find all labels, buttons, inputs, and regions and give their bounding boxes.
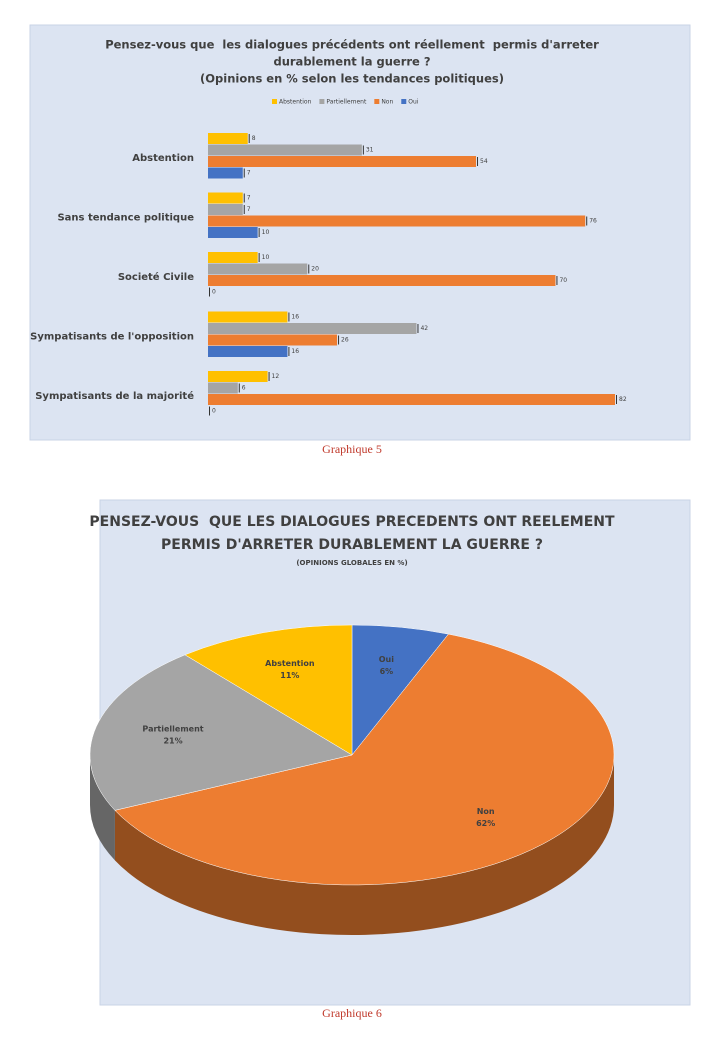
bar — [208, 263, 308, 275]
bar — [208, 323, 417, 334]
data-label: 26 — [341, 337, 349, 344]
category-label: Societé Civile — [118, 271, 194, 283]
legend-label: Oui — [408, 99, 419, 106]
slice-label: Non — [477, 807, 495, 816]
data-label: 7 — [247, 195, 251, 202]
category-label: Sympatisants de l'opposition — [30, 332, 194, 343]
slice — [89, 654, 353, 811]
bar — [208, 215, 586, 227]
bar — [208, 192, 243, 204]
caption: Graphique 6 — [322, 1006, 382, 1020]
data-label: 16 — [291, 314, 299, 321]
legend-swatch — [272, 99, 277, 104]
slice — [114, 633, 615, 886]
data-label: 54 — [480, 158, 488, 165]
bar — [208, 133, 248, 144]
chart-title: PENSEZ-VOUS QUE LES DIALOGUES PRECEDENTS… — [89, 514, 615, 530]
slice-label: Partiellement — [142, 725, 203, 734]
bar — [208, 227, 258, 238]
chart-panel — [29, 24, 691, 441]
slice-value-label: 11% — [280, 671, 299, 680]
bar — [208, 144, 362, 156]
bar — [208, 204, 243, 215]
legend-label: Non — [381, 99, 393, 106]
bar — [208, 167, 243, 179]
slice-label: Oui — [379, 655, 394, 664]
data-label: 76 — [589, 218, 597, 225]
chart-title: Pensez-vous que les dialogues précédents… — [105, 38, 599, 52]
data-label: 10 — [262, 229, 270, 236]
data-label: 20 — [311, 266, 319, 273]
data-label: 12 — [272, 373, 280, 380]
slice-value-label: 6% — [380, 667, 394, 676]
slice — [184, 624, 353, 756]
legend-label: Abstention — [279, 99, 312, 106]
slice-side — [114, 755, 615, 935]
bar — [208, 382, 238, 394]
data-label: 7 — [247, 206, 251, 213]
category-label: Sympatisants de la majorité — [35, 390, 194, 402]
bar — [208, 394, 615, 405]
bar — [208, 252, 258, 263]
data-label: 8 — [252, 135, 256, 142]
data-label: 10 — [262, 254, 270, 261]
chart-subtitle: (Opinions en % selon les tendances polit… — [200, 72, 504, 86]
data-label: 0 — [212, 408, 216, 415]
data-label: 16 — [291, 348, 299, 355]
slice-label: Abstention — [265, 659, 315, 668]
legend-swatch — [374, 99, 380, 104]
category-label: Abstention — [132, 153, 194, 164]
chart-title: PERMIS D'ARRETER DURABLEMENT LA GUERRE ? — [161, 537, 543, 553]
legend-swatch — [401, 99, 407, 104]
chart-title: durablement la guerre ? — [273, 55, 430, 69]
data-label: 0 — [212, 289, 216, 296]
caption: Graphique 5 — [322, 442, 382, 456]
chart-subtitle: (OPINIONS GLOBALES EN %) — [296, 559, 407, 567]
bar — [208, 371, 268, 382]
data-label: 6 — [242, 385, 246, 392]
bar — [208, 346, 288, 357]
slice-value-label: 62% — [476, 819, 495, 828]
data-label: 82 — [619, 396, 627, 403]
bar — [208, 275, 556, 286]
data-label: 70 — [559, 277, 567, 284]
legend-swatch — [319, 99, 325, 104]
slice-side — [90, 755, 115, 861]
category-label: Sans tendance politique — [57, 213, 194, 224]
data-label: 42 — [420, 325, 428, 332]
bar — [208, 311, 288, 323]
legend-label: Partiellement — [326, 99, 367, 106]
data-label: 7 — [247, 170, 251, 177]
bar — [208, 334, 338, 346]
slice-value-label: 21% — [163, 737, 182, 746]
bar — [208, 156, 477, 167]
data-label: 31 — [366, 147, 374, 154]
